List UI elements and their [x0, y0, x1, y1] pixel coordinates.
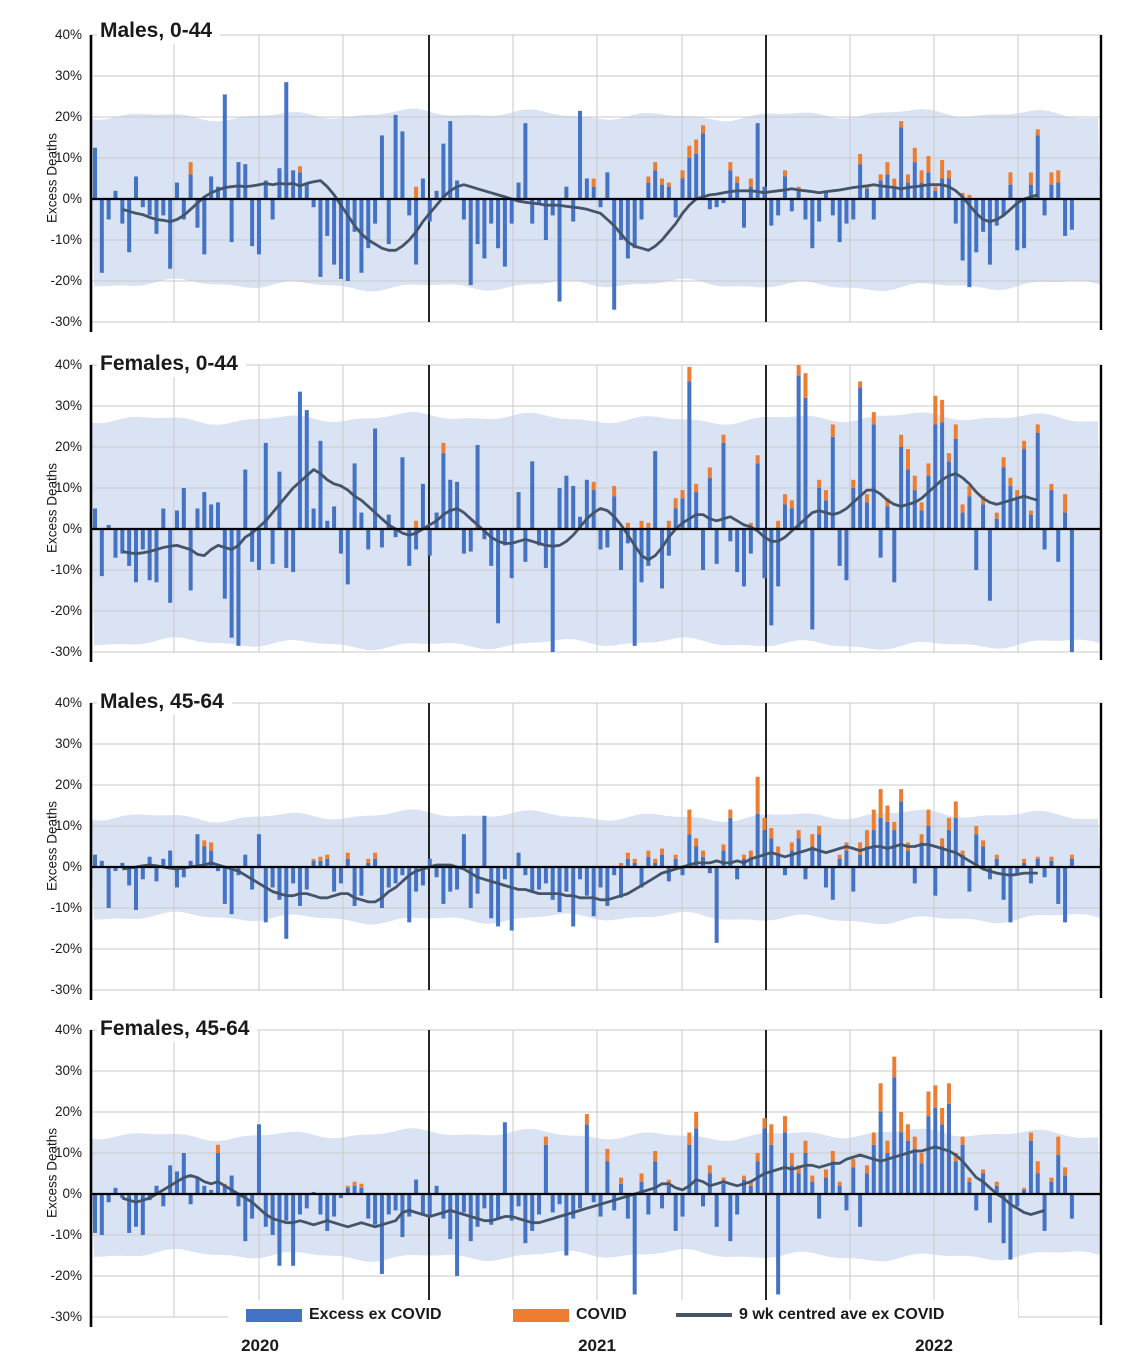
legend-item-covid: COVID [513, 1300, 627, 1330]
legend: Excess ex COVID COVID 9 wk centred ave e… [228, 1300, 1018, 1330]
y-tick-label: -20% [50, 1268, 82, 1283]
y-tick-label: 30% [54, 1063, 82, 1078]
legend-item-average: 9 wk centred ave ex COVID [676, 1300, 944, 1330]
y-axis-title: Excess Deaths [44, 132, 60, 224]
y-tick-label: 10% [54, 818, 82, 833]
legend-label-average: 9 wk centred ave ex COVID [739, 1306, 945, 1323]
y-tick-label: -30% [50, 314, 82, 329]
legend-item-excess: Excess ex COVID [246, 1300, 442, 1330]
x-label-2022: 2022 [915, 1336, 953, 1355]
y-tick-label: 20% [54, 109, 82, 124]
y-tick-label: -30% [50, 644, 82, 659]
y-tick-label: 0% [62, 191, 82, 206]
y-tick-label: 30% [54, 736, 82, 751]
y-tick-label: 10% [54, 480, 82, 495]
excess-swatch-icon [246, 1308, 302, 1322]
average-line-swatch-icon [676, 1312, 732, 1318]
y-tick-label: 30% [54, 398, 82, 413]
y-tick-label: 40% [54, 357, 82, 372]
y-tick-label: -10% [50, 900, 82, 915]
y-tick-label: 20% [54, 777, 82, 792]
x-label-2020: 2020 [241, 1336, 279, 1355]
legend-label-covid: COVID [576, 1306, 627, 1323]
x-label-2021: 2021 [578, 1336, 616, 1355]
panel-title-males-45-64: Males, 45-64 [97, 689, 232, 715]
y-tick-label: -30% [50, 1309, 82, 1324]
y-tick-label: 10% [54, 1145, 82, 1160]
legend-label-excess: Excess ex COVID [309, 1306, 442, 1323]
y-tick-label: -10% [50, 1227, 82, 1242]
y-tick-label: -10% [50, 562, 82, 577]
y-tick-label: 40% [54, 27, 82, 42]
y-axis-title: Excess Deaths [44, 800, 60, 892]
y-tick-label: -20% [50, 941, 82, 956]
covid-swatch-icon [513, 1308, 569, 1322]
y-tick-label: -30% [50, 982, 82, 997]
y-tick-label: 0% [62, 1186, 82, 1201]
y-tick-label: 10% [54, 150, 82, 165]
y-tick-label: -20% [50, 273, 82, 288]
y-tick-label: 30% [54, 68, 82, 83]
y-tick-label: 0% [62, 521, 82, 536]
y-tick-label: 0% [62, 859, 82, 874]
y-tick-label: -20% [50, 603, 82, 618]
panel-title-females-45-64: Females, 45-64 [97, 1016, 258, 1042]
y-tick-label: 20% [54, 1104, 82, 1119]
panel-title-males-0-44: Males, 0-44 [97, 18, 221, 44]
y-tick-label: -10% [50, 232, 82, 247]
y-tick-label: 40% [54, 1022, 82, 1037]
y-axis-title: Excess Deaths [44, 462, 60, 554]
y-tick-label: 20% [54, 439, 82, 454]
panel-title-females-0-44: Females, 0-44 [97, 351, 246, 377]
y-tick-label: 40% [54, 695, 82, 710]
y-axis-title: Excess Deaths [44, 1127, 60, 1219]
